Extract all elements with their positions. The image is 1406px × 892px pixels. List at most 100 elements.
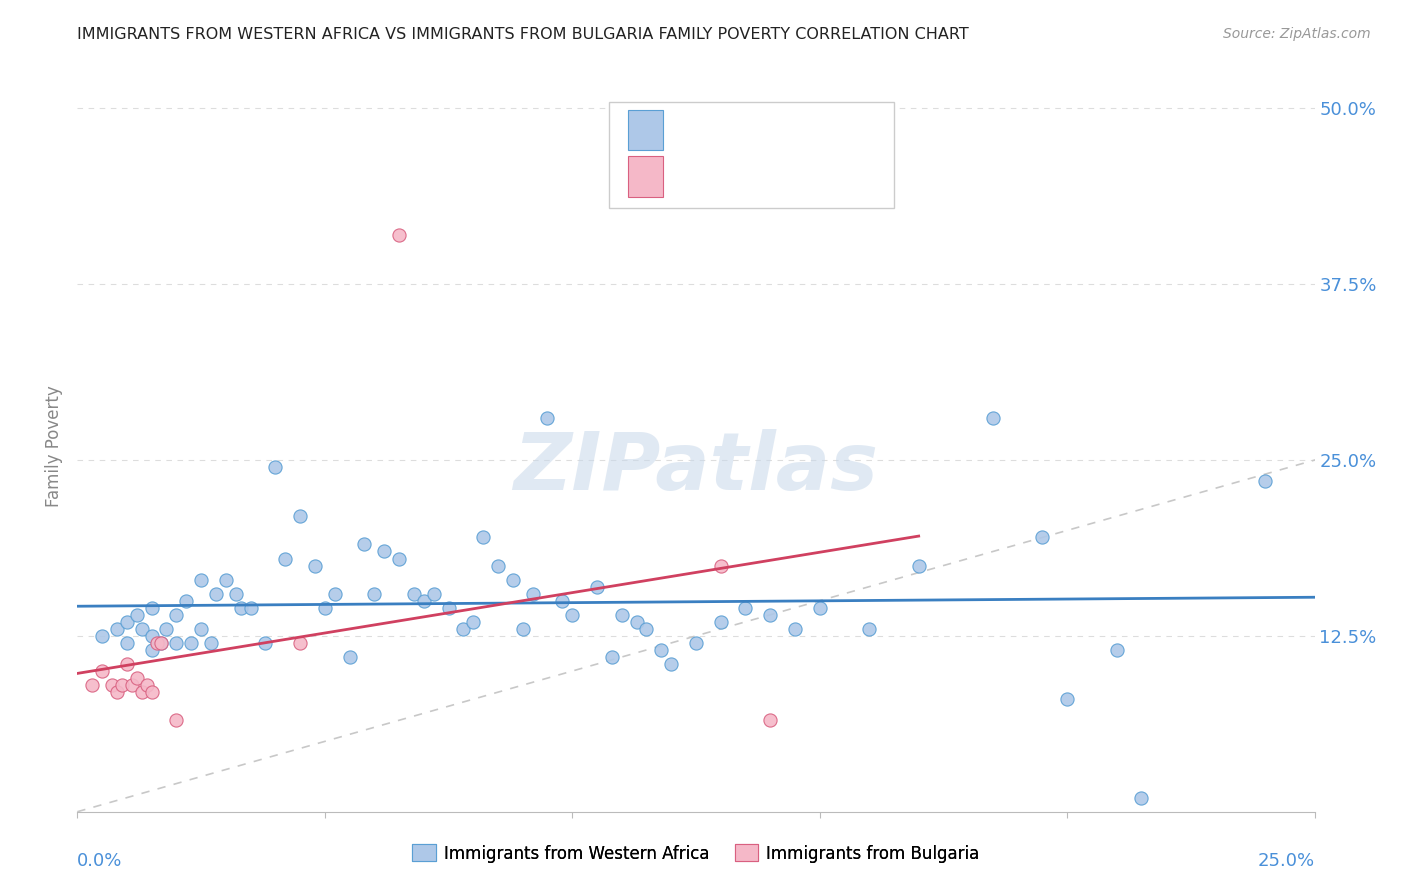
Point	[165, 607, 187, 622]
Point	[180, 636, 202, 650]
Point	[174, 593, 197, 607]
Point	[981, 410, 1004, 425]
Point	[200, 636, 222, 650]
Point	[388, 227, 411, 242]
Point	[141, 685, 163, 699]
FancyBboxPatch shape	[609, 103, 894, 209]
Point	[659, 657, 682, 671]
Text: 0.183: 0.183	[724, 121, 779, 139]
Point	[610, 607, 633, 622]
Text: 0.675: 0.675	[724, 168, 779, 186]
Point	[858, 622, 880, 636]
Point	[636, 622, 658, 636]
Text: ZIPatlas: ZIPatlas	[513, 429, 879, 507]
Point	[363, 587, 385, 601]
Point	[512, 622, 534, 636]
Point	[536, 410, 558, 425]
Point	[783, 622, 806, 636]
Point	[353, 537, 375, 551]
Point	[907, 558, 929, 573]
Point	[205, 587, 228, 601]
Point	[135, 678, 157, 692]
Point	[472, 530, 495, 544]
Point	[165, 636, 187, 650]
Point	[304, 558, 326, 573]
Text: R =: R =	[678, 121, 716, 139]
Point	[155, 622, 177, 636]
Point	[150, 636, 173, 650]
Point	[1254, 474, 1277, 488]
Point	[239, 600, 262, 615]
Text: N =: N =	[779, 168, 828, 186]
Text: 25.0%: 25.0%	[1257, 852, 1315, 870]
Point	[339, 650, 361, 665]
Point	[314, 600, 336, 615]
Point	[323, 587, 346, 601]
Point	[101, 678, 124, 692]
Point	[1105, 643, 1128, 657]
Y-axis label: Family Poverty: Family Poverty	[45, 385, 63, 507]
Point	[141, 643, 163, 657]
Point	[759, 714, 782, 728]
Point	[710, 558, 733, 573]
Point	[105, 622, 128, 636]
Point	[710, 615, 733, 629]
Point	[82, 678, 104, 692]
Point	[402, 587, 425, 601]
Point	[91, 629, 114, 643]
Point	[453, 622, 475, 636]
Point	[141, 629, 163, 643]
Point	[165, 714, 187, 728]
Point	[111, 678, 134, 692]
Point	[759, 607, 782, 622]
Text: IMMIGRANTS FROM WESTERN AFRICA VS IMMIGRANTS FROM BULGARIA FAMILY POVERTY CORREL: IMMIGRANTS FROM WESTERN AFRICA VS IMMIGR…	[77, 27, 969, 42]
Point	[1031, 530, 1053, 544]
Point	[734, 600, 756, 615]
Text: 18: 18	[835, 168, 859, 186]
Point	[215, 573, 238, 587]
Point	[121, 678, 143, 692]
Point	[105, 685, 128, 699]
Point	[229, 600, 252, 615]
Legend: Immigrants from Western Africa, Immigrants from Bulgaria: Immigrants from Western Africa, Immigran…	[406, 838, 986, 869]
Point	[288, 509, 311, 524]
Point	[145, 636, 167, 650]
Point	[586, 580, 609, 594]
FancyBboxPatch shape	[628, 110, 662, 151]
Point	[190, 573, 212, 587]
Point	[600, 650, 623, 665]
Point	[91, 664, 114, 678]
Point	[437, 600, 460, 615]
Point	[808, 600, 831, 615]
Point	[373, 544, 395, 558]
Point	[412, 593, 434, 607]
Point	[486, 558, 509, 573]
Point	[502, 573, 524, 587]
Point	[388, 551, 411, 566]
Point	[115, 636, 138, 650]
Point	[685, 636, 707, 650]
Point	[115, 657, 138, 671]
Point	[131, 622, 153, 636]
Point	[264, 460, 287, 475]
Point	[141, 600, 163, 615]
Text: R =: R =	[678, 168, 716, 186]
Point	[1056, 692, 1078, 706]
Point	[1130, 790, 1153, 805]
Text: Source: ZipAtlas.com: Source: ZipAtlas.com	[1223, 27, 1371, 41]
Point	[551, 593, 574, 607]
Point	[125, 671, 148, 685]
Point	[288, 636, 311, 650]
Point	[190, 622, 212, 636]
Text: 70: 70	[835, 121, 859, 139]
Point	[626, 615, 648, 629]
Point	[225, 587, 247, 601]
Point	[115, 615, 138, 629]
Point	[422, 587, 444, 601]
Text: N =: N =	[779, 121, 828, 139]
Point	[650, 643, 672, 657]
Point	[254, 636, 277, 650]
Point	[561, 607, 583, 622]
Point	[150, 636, 173, 650]
Text: 0.0%: 0.0%	[77, 852, 122, 870]
